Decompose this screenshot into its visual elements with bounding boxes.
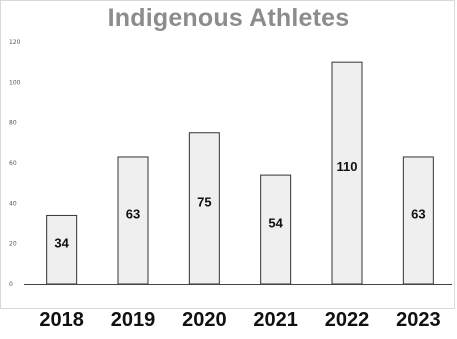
data-labels: 34 63 75 54 110 63 xyxy=(54,159,425,251)
x-tick-label-2019: 2019 xyxy=(111,309,156,331)
y-tick-label: 20 xyxy=(9,241,17,248)
y-tick-label: 80 xyxy=(9,120,17,127)
bar-2019 xyxy=(117,156,149,285)
bar-2023 xyxy=(402,156,434,285)
y-tick-label: 100 xyxy=(9,79,21,86)
data-label-2022: 110 xyxy=(337,159,358,174)
x-tick-label-2022: 2022 xyxy=(325,309,370,331)
x-tick-label-2020: 2020 xyxy=(182,309,227,331)
y-tick-label: 40 xyxy=(9,200,17,207)
data-label-2019: 63 xyxy=(126,206,140,221)
x-tick-label-2018: 2018 xyxy=(39,309,84,331)
chart-title: Indigenous Athletes xyxy=(107,4,350,32)
y-tick-label: 120 xyxy=(9,39,21,46)
data-label-2020: 75 xyxy=(197,194,211,209)
x-tick-label-2021: 2021 xyxy=(253,309,298,331)
y-axis: 0 20 40 60 80 100 120 xyxy=(9,39,21,288)
data-label-2023: 63 xyxy=(411,206,425,221)
x-axis: 2018 2019 2020 2021 2022 2023 xyxy=(24,284,452,331)
x-tick-label-2023: 2023 xyxy=(396,309,441,331)
bar-2018 xyxy=(46,214,78,285)
data-label-2018: 34 xyxy=(54,236,69,251)
bars xyxy=(46,61,434,285)
y-tick-label: 60 xyxy=(9,160,17,167)
y-tick-label: 0 xyxy=(9,281,13,288)
data-label-2021: 54 xyxy=(268,216,283,231)
